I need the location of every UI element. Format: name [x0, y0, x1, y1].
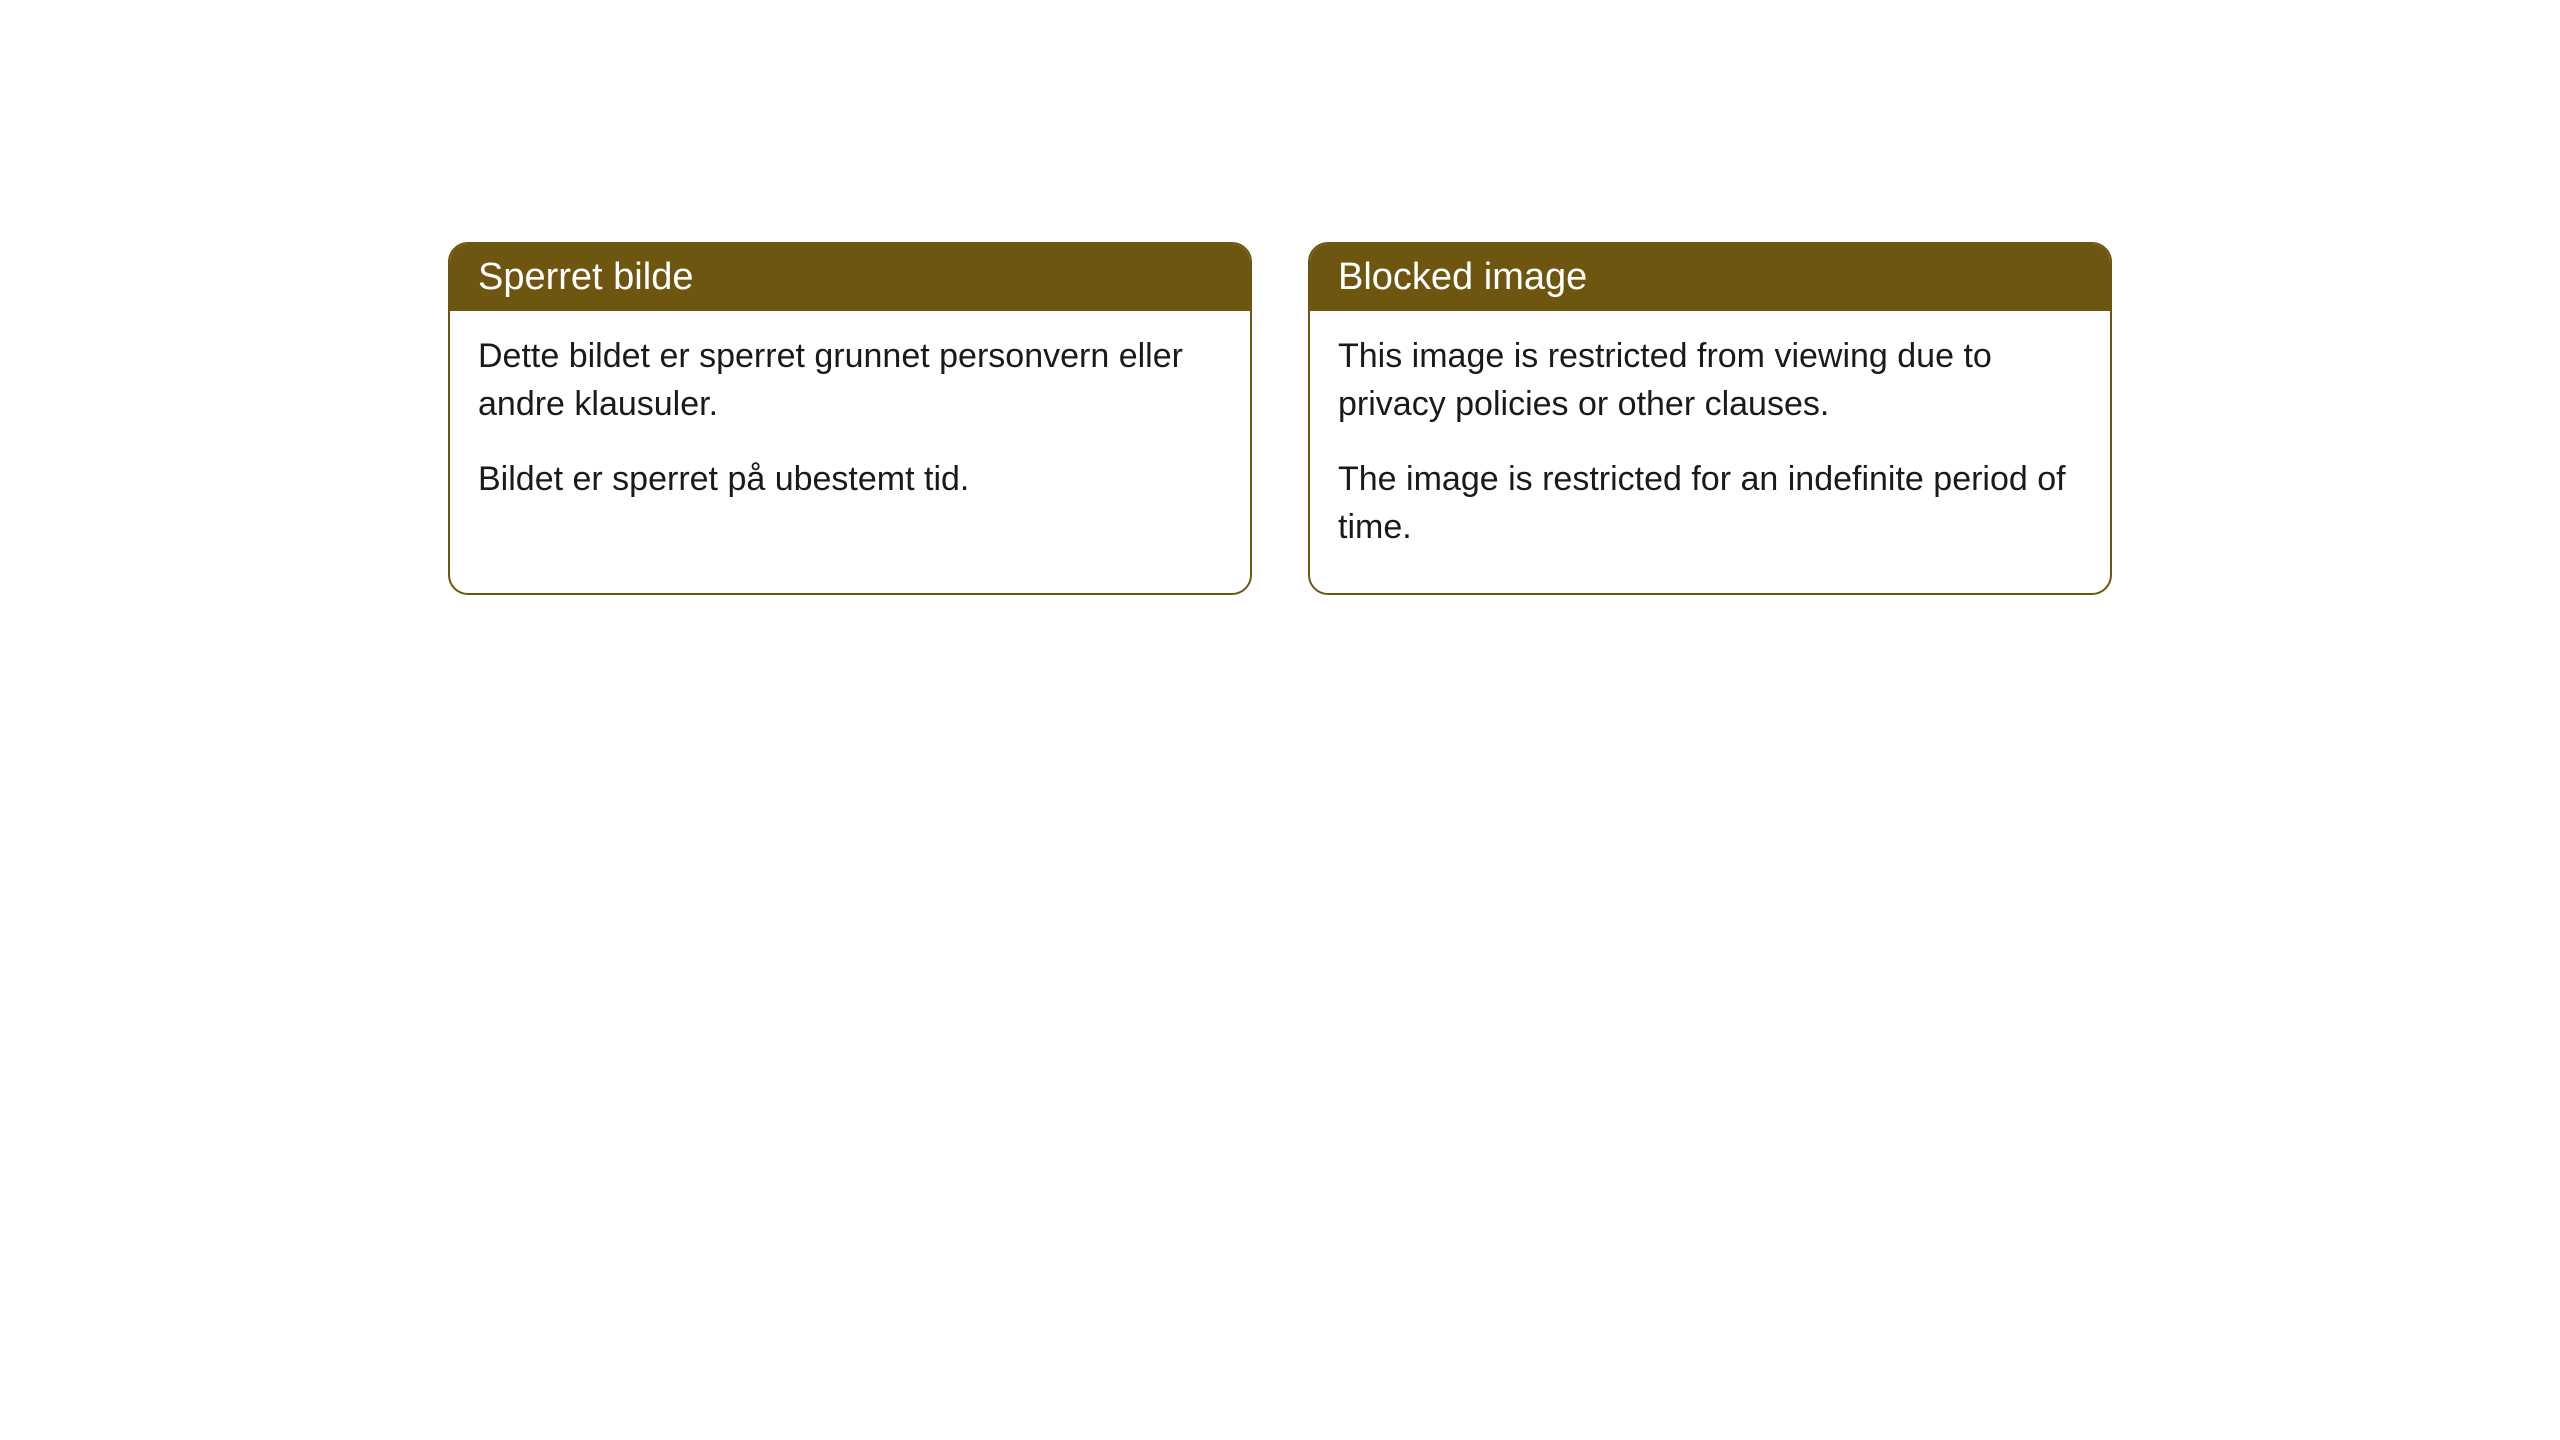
card-body-english: This image is restricted from viewing du…: [1310, 311, 2110, 593]
notice-cards-container: Sperret bilde Dette bildet er sperret gr…: [0, 0, 2560, 595]
notice-card-norwegian: Sperret bilde Dette bildet er sperret gr…: [448, 242, 1252, 595]
notice-paragraph: This image is restricted from viewing du…: [1338, 333, 2082, 428]
card-title: Blocked image: [1338, 256, 1587, 298]
card-title: Sperret bilde: [478, 256, 693, 298]
notice-paragraph: Bildet er sperret på ubestemt tid.: [478, 456, 1222, 504]
notice-paragraph: Dette bildet er sperret grunnet personve…: [478, 333, 1222, 428]
card-body-norwegian: Dette bildet er sperret grunnet personve…: [450, 311, 1250, 546]
card-header-norwegian: Sperret bilde: [450, 244, 1250, 311]
notice-card-english: Blocked image This image is restricted f…: [1308, 242, 2112, 595]
notice-paragraph: The image is restricted for an indefinit…: [1338, 456, 2082, 551]
card-header-english: Blocked image: [1310, 244, 2110, 311]
